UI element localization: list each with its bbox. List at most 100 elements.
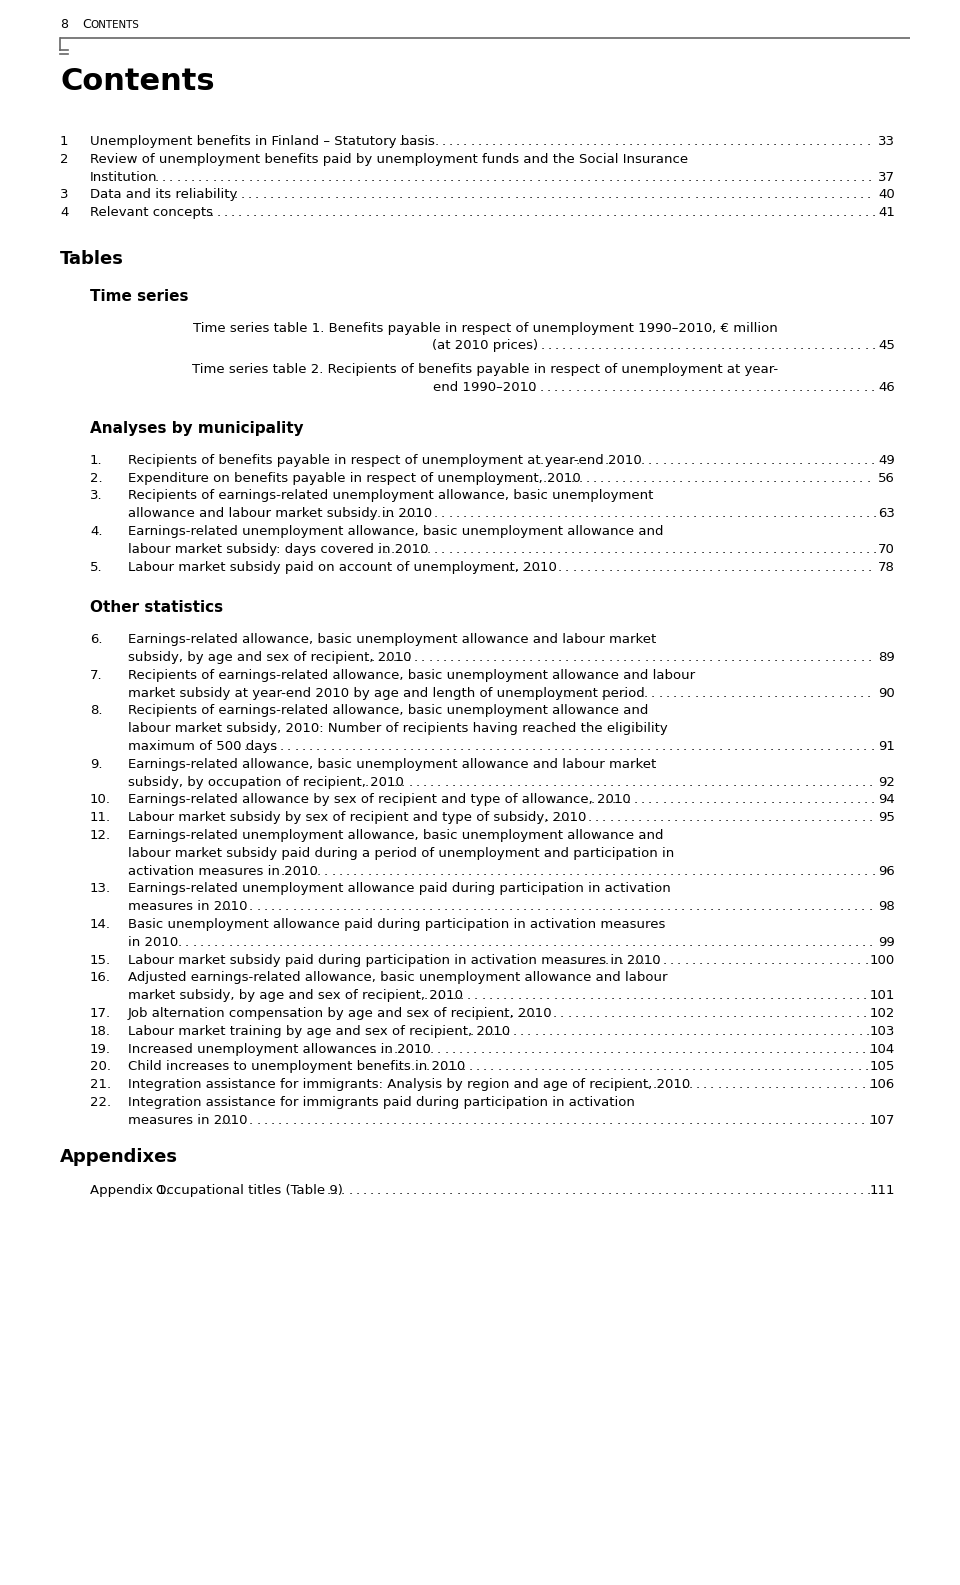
Text: .: .	[828, 794, 832, 807]
Text: .: .	[460, 740, 464, 753]
Text: .: .	[703, 812, 707, 824]
Text: .: .	[840, 935, 844, 949]
Text: .: .	[561, 380, 564, 395]
Text: .: .	[860, 171, 864, 184]
Text: .: .	[673, 561, 677, 574]
Text: .: .	[479, 1114, 484, 1127]
Text: .: .	[649, 1025, 654, 1038]
Text: .: .	[732, 1043, 736, 1056]
Text: .: .	[684, 954, 688, 967]
Text: .: .	[862, 1006, 867, 1021]
Text: .: .	[448, 507, 452, 520]
Text: .: .	[787, 135, 791, 147]
Text: .: .	[284, 171, 288, 184]
Text: .: .	[864, 339, 869, 352]
Text: .: .	[234, 171, 238, 184]
Text: .: .	[599, 1025, 603, 1038]
Text: .: .	[825, 651, 828, 664]
Text: .: .	[712, 453, 717, 466]
Text: .: .	[839, 561, 843, 574]
Text: .: .	[587, 189, 590, 201]
Text: .: .	[662, 954, 666, 967]
Text: .: .	[856, 794, 861, 807]
Text: .: .	[590, 865, 594, 878]
Text: .: .	[524, 1006, 528, 1021]
Text: .: .	[564, 686, 569, 699]
Text: .: .	[400, 900, 404, 913]
Text: .: .	[759, 651, 763, 664]
Text: .: .	[706, 865, 709, 878]
Text: .: .	[605, 865, 609, 878]
Text: .: .	[501, 1114, 505, 1127]
Text: .: .	[690, 989, 694, 1002]
Text: .: .	[649, 1060, 653, 1073]
Text: .: .	[818, 1078, 822, 1090]
Text: .: .	[872, 206, 876, 219]
Text: .: .	[506, 542, 510, 556]
Text: .: .	[324, 206, 328, 219]
Text: .: .	[754, 1043, 758, 1056]
Text: .: .	[767, 561, 771, 574]
Text: .: .	[835, 865, 839, 878]
Text: .: .	[773, 1184, 778, 1197]
Text: .: .	[508, 561, 512, 574]
Text: .: .	[525, 865, 530, 878]
Text: .: .	[408, 775, 413, 789]
Text: .: .	[399, 651, 403, 664]
Text: .: .	[469, 542, 474, 556]
Text: .: .	[657, 542, 661, 556]
Text: .: .	[762, 380, 766, 395]
Text: .: .	[835, 206, 840, 219]
Text: .: .	[773, 135, 777, 147]
Text: .: .	[660, 1114, 663, 1127]
Text: .: .	[783, 989, 788, 1002]
Text: 46: 46	[878, 380, 895, 395]
Text: .: .	[711, 989, 716, 1002]
Text: .: .	[835, 954, 839, 967]
Text: .: .	[688, 1114, 692, 1127]
Text: 102: 102	[870, 1006, 895, 1021]
Text: .: .	[781, 171, 785, 184]
Text: .: .	[759, 189, 763, 201]
Text: .: .	[605, 954, 609, 967]
Text: .: .	[271, 1114, 275, 1127]
Text: .: .	[673, 686, 677, 699]
Text: .: .	[408, 1043, 413, 1056]
Text: .: .	[554, 453, 559, 466]
Text: .: .	[309, 865, 314, 878]
Text: .: .	[414, 189, 418, 201]
Text: 96: 96	[878, 865, 895, 878]
Text: .: .	[504, 206, 509, 219]
Text: .: .	[621, 542, 625, 556]
Text: .: .	[719, 740, 723, 753]
Text: .: .	[568, 794, 573, 807]
Text: .: .	[377, 189, 381, 201]
Text: .: .	[854, 1043, 859, 1056]
Text: .: .	[849, 380, 852, 395]
Text: .: .	[468, 865, 472, 878]
Text: .: .	[612, 453, 616, 466]
Text: .: .	[615, 171, 619, 184]
Text: .: .	[672, 135, 676, 147]
Text: .: .	[486, 561, 490, 574]
Text: Integration assistance for immigrants paid during participation in activation: Integration assistance for immigrants pa…	[128, 1097, 635, 1110]
Text: .: .	[611, 1006, 614, 1021]
Text: .: .	[728, 1060, 732, 1073]
Text: .: .	[708, 507, 711, 520]
Text: .: .	[525, 740, 529, 753]
Text: .: .	[758, 472, 762, 485]
Text: .: .	[872, 339, 876, 352]
Text: .: .	[214, 935, 218, 949]
Text: .: .	[473, 1043, 477, 1056]
Text: .: .	[518, 865, 522, 878]
Text: .: .	[636, 542, 639, 556]
Text: .: .	[792, 339, 797, 352]
Text: .: .	[523, 775, 528, 789]
Text: .: .	[847, 900, 851, 913]
Text: .: .	[278, 935, 282, 949]
Text: .: .	[547, 206, 552, 219]
Text: .: .	[593, 686, 598, 699]
Text: .: .	[700, 1025, 704, 1038]
Text: .: .	[844, 542, 849, 556]
Text: .: .	[732, 775, 736, 789]
